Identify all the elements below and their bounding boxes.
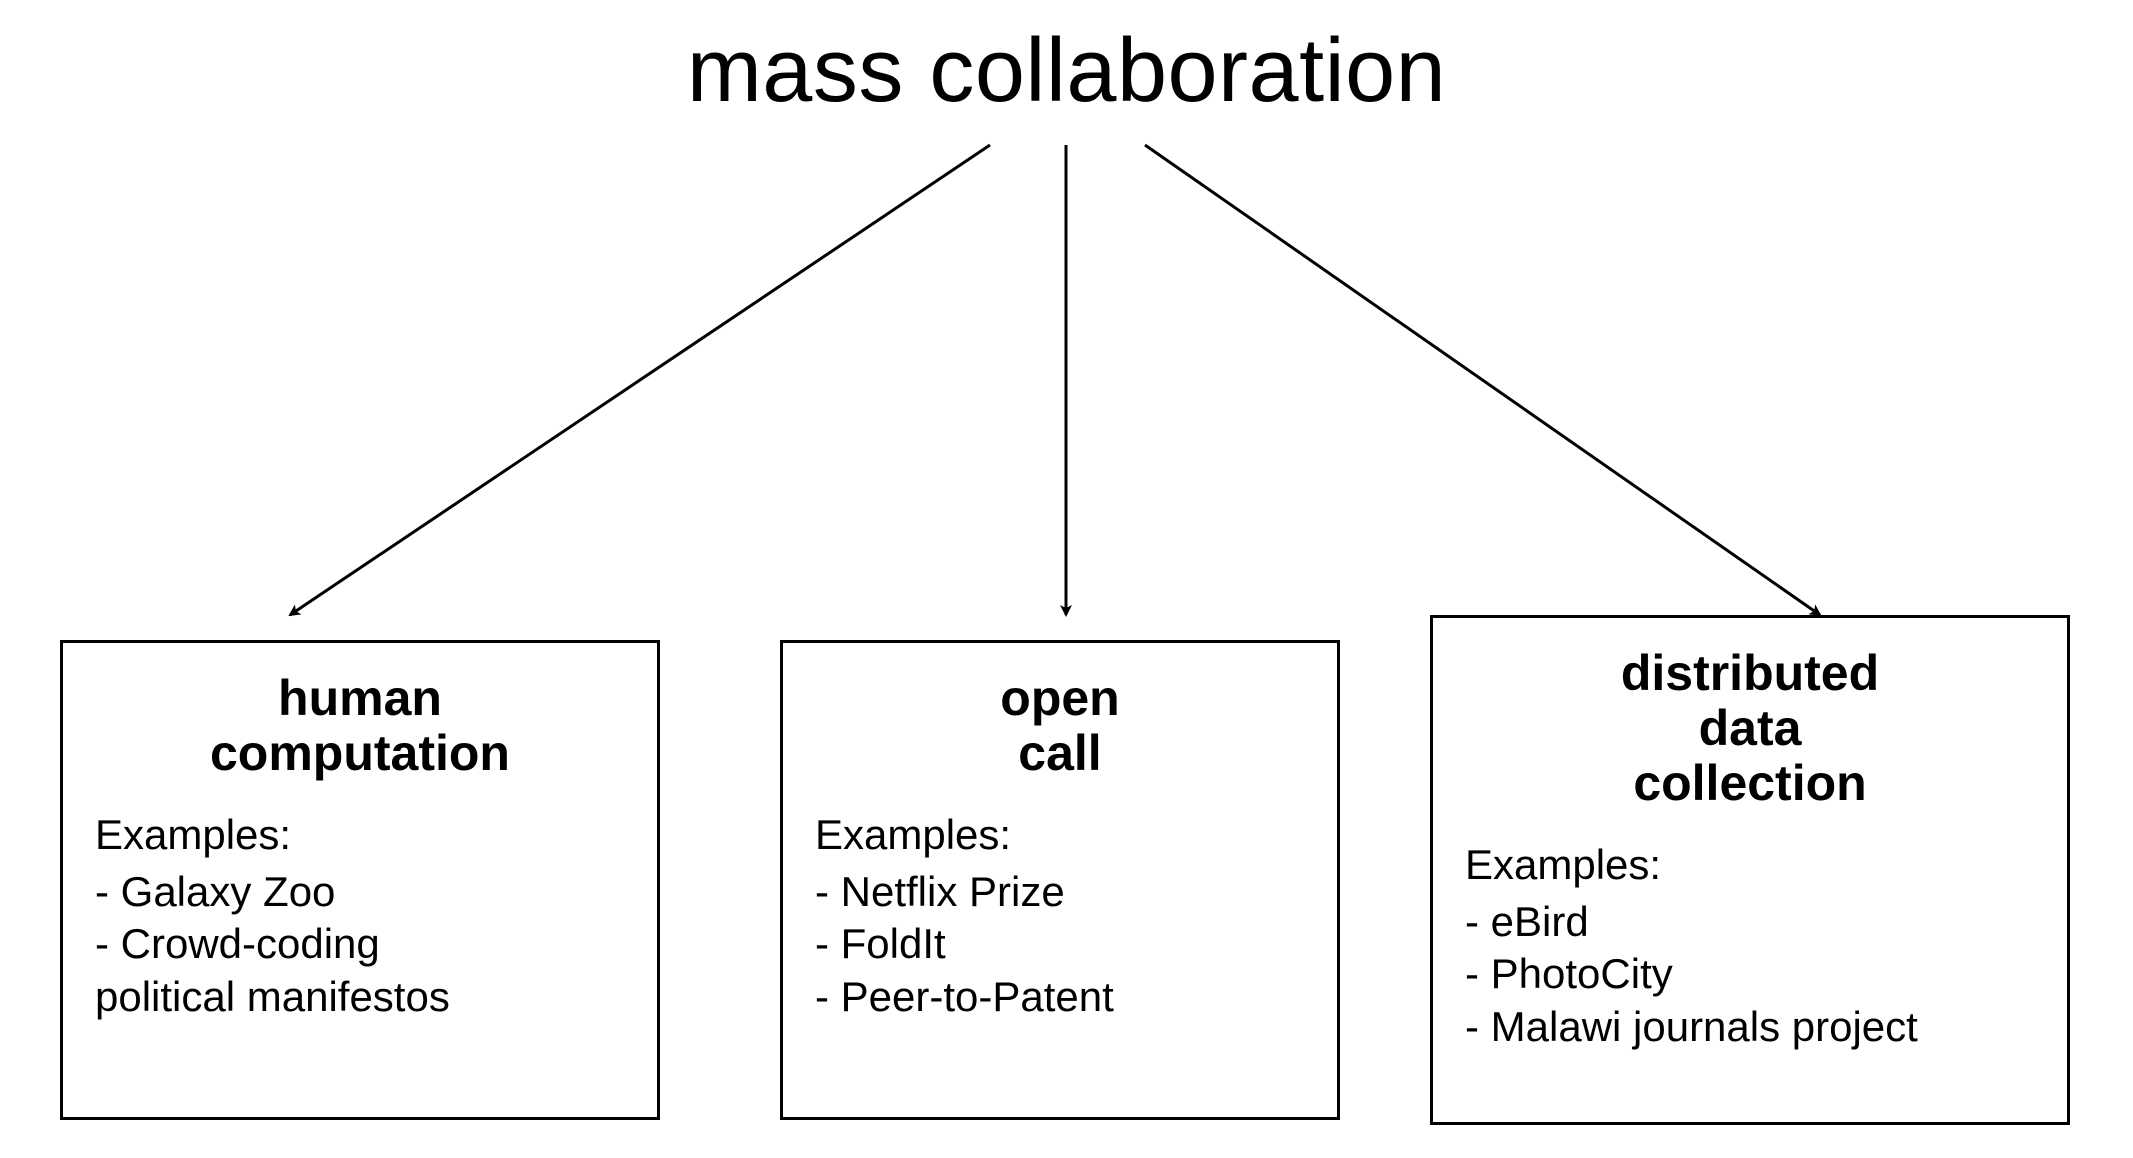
arrow-2 [1145, 145, 1820, 615]
node-examples: Examples:- eBird- PhotoCity- Malawi jour… [1465, 839, 2035, 1053]
node-title: open call [815, 671, 1305, 781]
example-item: - eBird [1465, 896, 2035, 949]
example-item: - Malawi journals project [1465, 1001, 2035, 1054]
examples-label: Examples: [95, 809, 625, 862]
examples-label: Examples: [1465, 839, 2035, 892]
node-examples: Examples:- Galaxy Zoo- Crowd-coding poli… [95, 809, 625, 1023]
example-item: - Peer-to-Patent [815, 971, 1305, 1024]
example-item: - PhotoCity [1465, 948, 2035, 1001]
node-open-call: open call Examples:- Netflix Prize- FoldI… [780, 640, 1340, 1120]
example-item: - Crowd-coding political manifestos [95, 918, 625, 1023]
node-title: human computation [95, 671, 625, 781]
node-human-computation: human computation Examples:- Galaxy Zoo- … [60, 640, 660, 1120]
examples-label: Examples: [815, 809, 1305, 862]
diagram-title: mass collaboration [0, 20, 2133, 123]
example-item: - Galaxy Zoo [95, 866, 625, 919]
arrow-0 [290, 145, 990, 615]
node-title: distributed data collection [1465, 646, 2035, 811]
node-examples: Examples:- Netflix Prize- FoldIt- Peer-t… [815, 809, 1305, 1023]
example-item: - Netflix Prize [815, 866, 1305, 919]
example-item: - FoldIt [815, 918, 1305, 971]
diagram-canvas: mass collaboration human computation Exam… [0, 0, 2133, 1158]
node-distributed-data-collection: distributed data collection Examples:- eB… [1430, 615, 2070, 1125]
